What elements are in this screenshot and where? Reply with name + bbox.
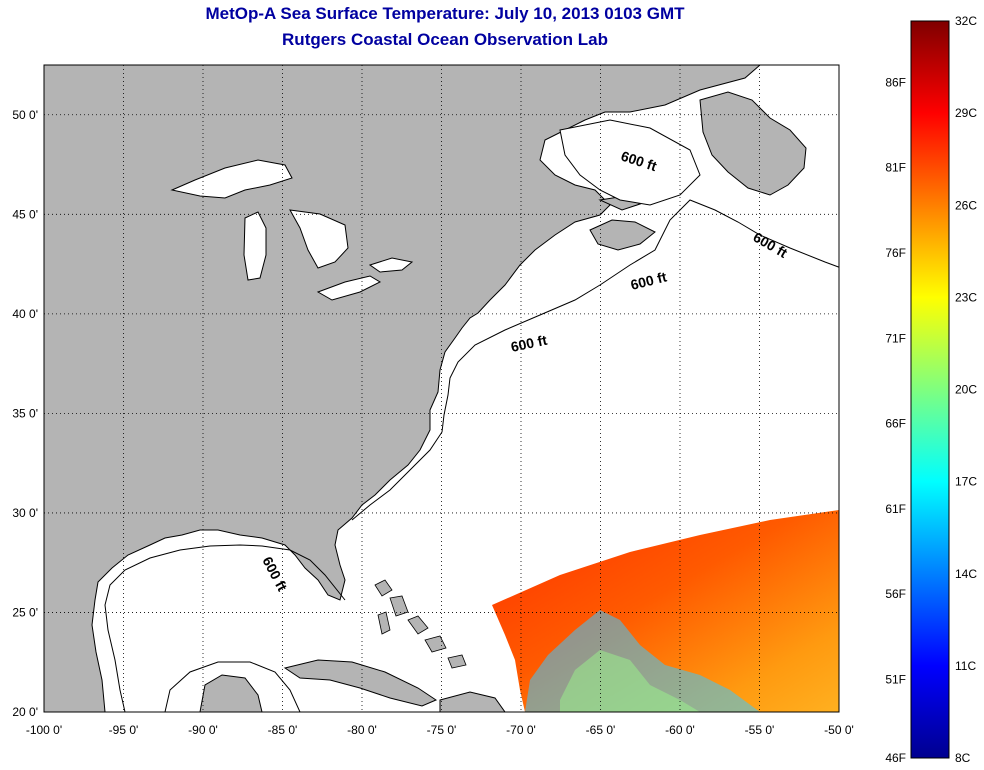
longitude-tick-label: -95 0' <box>109 723 139 737</box>
latitude-axis: 20 0' 25 0' 30 0' 35 0' 40 0' 45 0' 50 0' <box>12 108 38 719</box>
lake-michigan <box>243 211 267 281</box>
isobath-line-caribbean <box>164 661 301 712</box>
longitude-tick-label: -55 0' <box>745 723 775 737</box>
latitude-tick-label: 30 0' <box>12 506 38 520</box>
longitude-tick-label: -50 0' <box>824 723 854 737</box>
isobath-label: 600 ft <box>509 332 548 355</box>
hispaniola-land <box>439 691 506 712</box>
colorbar-fahrenheit-label: 61F <box>885 502 906 516</box>
longitude-tick-label: -75 0' <box>427 723 457 737</box>
colorbar-fahrenheit-label: 66F <box>885 417 906 431</box>
latitude-tick-label: 35 0' <box>12 406 38 420</box>
cuba-land <box>283 659 438 707</box>
longitude-tick-label: -100 0' <box>26 723 62 737</box>
colorbar-celsius-label: 20C <box>955 383 977 397</box>
map-border <box>43 64 840 713</box>
map-subtitle: Rutgers Coastal Ocean Observation Lab <box>282 30 608 49</box>
gulf-of-st-lawrence <box>559 119 701 206</box>
colorbar-celsius-label: 14C <box>955 567 977 581</box>
colorbar-fahrenheit-label: 86F <box>885 75 906 89</box>
colorbar-celsius-label: 29C <box>955 106 977 120</box>
isobath-line <box>351 199 839 521</box>
latitude-tick-label: 40 0' <box>12 307 38 321</box>
longitude-tick-label: -70 0' <box>506 723 536 737</box>
colorbar-fahrenheit-label: 71F <box>885 331 906 345</box>
longitude-tick-label: -65 0' <box>586 723 616 737</box>
lake-huron <box>289 209 349 269</box>
isobath-line-gulf <box>104 544 346 712</box>
cape-breton-land <box>589 219 656 251</box>
lake-ontario <box>368 257 414 273</box>
longitude-tick-label: -90 0' <box>188 723 218 737</box>
latitude-tick-label: 50 0' <box>12 108 38 122</box>
latitude-tick-label: 45 0' <box>12 207 38 221</box>
colorbar-fahrenheit-label: 51F <box>885 673 906 687</box>
colorbar-fahrenheit-label: 81F <box>885 161 906 175</box>
yucatan-land <box>199 674 263 712</box>
longitude-axis: -100 0' -95 0' -90 0' -85 0' -80 0' -75 0' -70… <box>26 723 854 737</box>
newfoundland-land <box>699 91 807 196</box>
temperature-colorbar <box>910 20 950 759</box>
colorbar-fahrenheit-label: 46F <box>885 751 906 765</box>
longitude-tick-label: -80 0' <box>347 723 377 737</box>
latitude-tick-label: 25 0' <box>12 605 38 619</box>
colorbar-labels: 32C 29C 26C 23C 20C 17C 14C 11C 8C 86F 81F 76F 71F 66… <box>885 14 977 765</box>
bahamas-islands <box>374 579 467 669</box>
map-title: MetOp-A Sea Surface Temperature: July 10… <box>205 4 685 23</box>
lake-superior <box>170 159 293 199</box>
colorbar-celsius-label: 32C <box>955 14 977 28</box>
colorbar-celsius-label: 8C <box>955 751 971 765</box>
latitude-tick-label: 20 0' <box>12 705 38 719</box>
longitude-tick-label: -60 0' <box>665 723 695 737</box>
colorbar-fahrenheit-label: 76F <box>885 246 906 260</box>
longitude-tick-label: -85 0' <box>268 723 298 737</box>
colorbar-celsius-label: 23C <box>955 290 977 304</box>
colorbar-fahrenheit-label: 56F <box>885 587 906 601</box>
sst-cool-patch-core <box>560 650 700 712</box>
colorbar-celsius-label: 11C <box>955 659 976 673</box>
colorbar-celsius-label: 17C <box>955 475 977 489</box>
north-america-land <box>44 65 761 712</box>
sst-cool-patch <box>525 610 760 712</box>
lake-erie <box>316 275 382 301</box>
colorbar-celsius-label: 26C <box>955 198 977 212</box>
